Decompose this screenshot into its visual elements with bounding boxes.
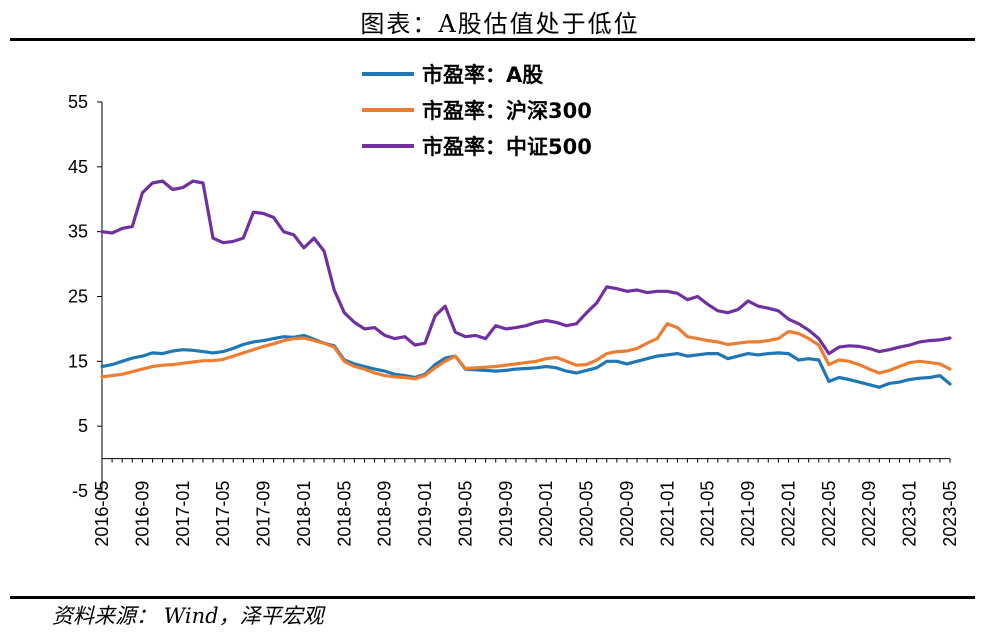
- x-tick-label: 2018-01: [294, 481, 314, 547]
- y-tick-label: 25: [68, 287, 88, 307]
- x-tick-label: 2018-05: [334, 481, 354, 547]
- series-line-2: [100, 322, 952, 381]
- x-tick-label: 2017-05: [213, 481, 233, 547]
- x-tick-label: 2018-09: [375, 481, 395, 547]
- chart-axes: -5 5 15 25 35 45 55 2016-05 2016-09 2017-01 2017-0…: [68, 92, 960, 547]
- x-tick-label: 2022-05: [819, 481, 839, 547]
- x-tick-label: 2021-01: [657, 481, 677, 547]
- chart: -5 5 15 25 35 45 55 2016-05 2016-09 2017-01 2017-0…: [68, 63, 960, 547]
- legend-label-2: 市盈率：沪深300: [422, 99, 592, 123]
- y-tick-label: 5: [78, 416, 88, 436]
- chart-series-group: [100, 179, 952, 389]
- y-tick-label: 35: [68, 222, 88, 242]
- top-rule: [10, 38, 975, 41]
- x-tick-label: 2020-05: [577, 481, 597, 547]
- series-line-1: [100, 333, 952, 389]
- x-tick-label: 2019-01: [415, 481, 435, 547]
- x-tick-label: 2021-09: [738, 481, 758, 547]
- x-tick-label: 2019-09: [496, 481, 516, 547]
- x-tick-label: 2022-01: [778, 481, 798, 547]
- x-tick-label: 2022-09: [859, 481, 879, 547]
- y-tick-label: 45: [68, 157, 88, 177]
- x-tick-label: 2016-09: [132, 481, 152, 547]
- series-line-3: [100, 179, 952, 356]
- x-tick-label: 2023-01: [900, 481, 920, 547]
- x-tick-label: 2020-01: [536, 481, 556, 547]
- x-tick-label: 2016-05: [92, 481, 112, 547]
- bottom-rule: [10, 596, 975, 599]
- y-tick-label: 15: [68, 351, 88, 371]
- y-tick-label: -5: [72, 481, 88, 501]
- x-tick-label: 2019-05: [455, 481, 475, 547]
- legend-label-3: 市盈率：中证500: [422, 135, 592, 159]
- y-tick-label: 55: [68, 92, 88, 112]
- x-tick-label: 2023-05: [940, 481, 960, 547]
- legend-label-1: 市盈率：A股: [422, 63, 543, 87]
- x-tick-label: 2017-09: [254, 481, 274, 547]
- chart-title: 图表：A股估值处于低位: [360, 10, 640, 38]
- x-tick-label: 2021-05: [698, 481, 718, 547]
- x-tick-label: 2020-09: [617, 481, 637, 547]
- x-tick-label: 2017-01: [173, 481, 193, 547]
- source-note: 资料来源： Wind，泽平宏观: [52, 604, 324, 628]
